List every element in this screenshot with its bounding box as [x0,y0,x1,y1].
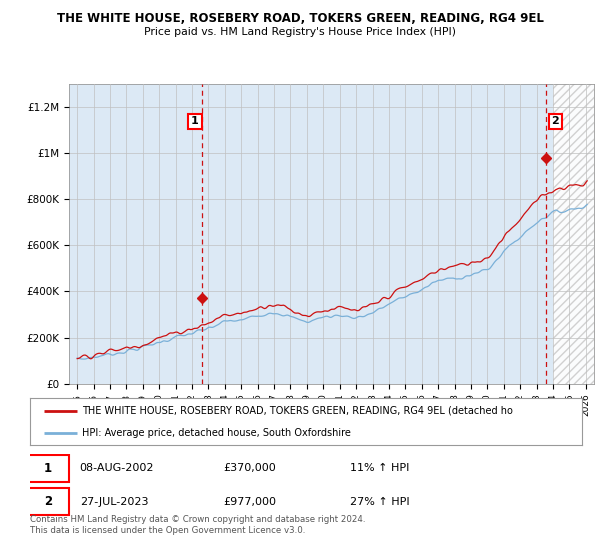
Text: 11% ↑ HPI: 11% ↑ HPI [350,464,410,473]
Text: HPI: Average price, detached house, South Oxfordshire: HPI: Average price, detached house, Sout… [82,428,352,438]
Text: THE WHITE HOUSE, ROSEBERY ROAD, TOKERS GREEN, READING, RG4 9EL (detached ho: THE WHITE HOUSE, ROSEBERY ROAD, TOKERS G… [82,406,514,416]
Text: 27-JUL-2023: 27-JUL-2023 [80,497,148,507]
Text: THE WHITE HOUSE, ROSEBERY ROAD, TOKERS GREEN, READING, RG4 9EL: THE WHITE HOUSE, ROSEBERY ROAD, TOKERS G… [56,12,544,25]
Text: Price paid vs. HM Land Registry's House Price Index (HPI): Price paid vs. HM Land Registry's House … [144,27,456,37]
Text: 08-AUG-2002: 08-AUG-2002 [80,464,154,473]
Bar [553,84,594,384]
Text: Contains HM Land Registry data © Crown copyright and database right 2024.: Contains HM Land Registry data © Crown c… [30,515,365,525]
Text: 2: 2 [551,116,559,127]
Text: 27% ↑ HPI: 27% ↑ HPI [350,497,410,507]
Text: This data is licensed under the Open Government Licence v3.0.: This data is licensed under the Open Gov… [30,526,305,535]
FancyBboxPatch shape [27,455,68,482]
Text: 1: 1 [191,116,199,127]
FancyBboxPatch shape [27,488,68,515]
Text: 2: 2 [44,496,52,508]
Text: 1: 1 [44,462,52,475]
Text: £370,000: £370,000 [223,464,276,473]
Text: £977,000: £977,000 [223,497,276,507]
